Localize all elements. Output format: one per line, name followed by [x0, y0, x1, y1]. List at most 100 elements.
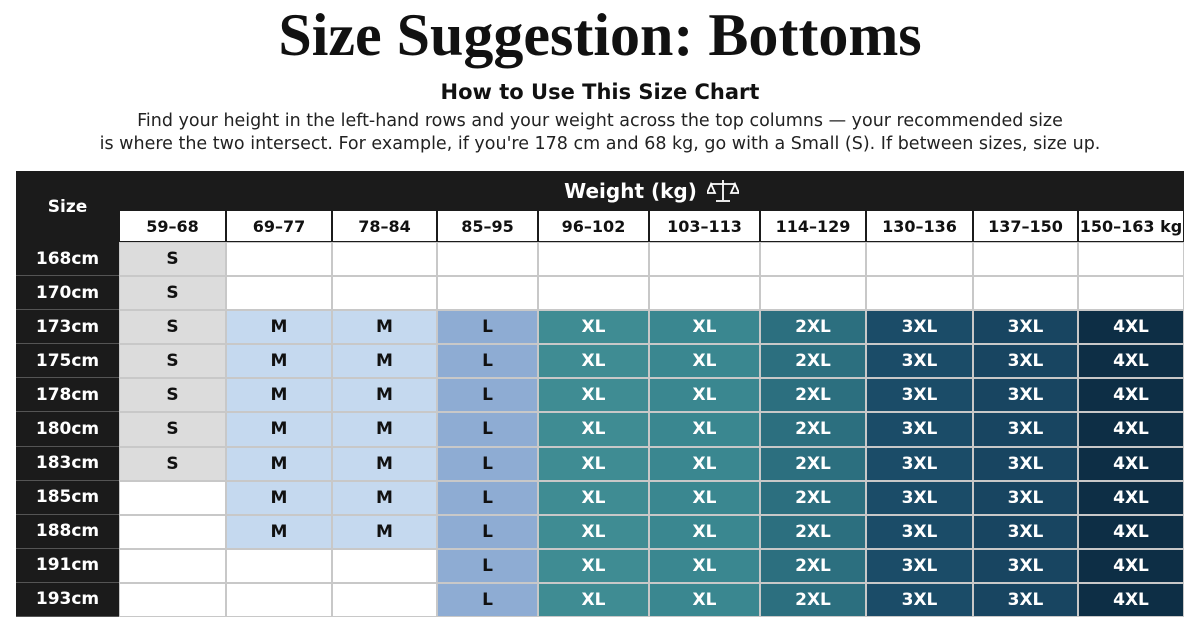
size-cell: 4XL [1078, 514, 1184, 549]
size-cell: XL [538, 582, 649, 617]
size-cell: 2XL [760, 412, 866, 447]
size-cell: S [119, 446, 226, 481]
size-cell [538, 276, 649, 311]
weight-label: Weight (kg) [564, 178, 697, 203]
size-cell: M [226, 514, 332, 549]
description-line: is where the two intersect. For example,… [99, 134, 1101, 154]
size-cell: M [332, 378, 437, 413]
column-header: 137–150 [973, 210, 1078, 242]
size-cell: 2XL [760, 344, 866, 379]
size-cell: M [226, 446, 332, 481]
size-cell: M [226, 344, 332, 379]
row-header: 191cm [16, 548, 119, 583]
size-cell [866, 276, 973, 311]
size-cell: 3XL [973, 412, 1078, 447]
title: Size Suggestion: Bottoms [278, 2, 922, 68]
size-cell: 2XL [760, 548, 866, 583]
scale-icon [706, 179, 739, 202]
description-line: Find your height in the left-hand rows a… [137, 111, 1063, 131]
size-cell: 3XL [973, 310, 1078, 345]
size-cell [119, 514, 226, 549]
size-cell: XL [538, 412, 649, 447]
row-header: 188cm [16, 514, 119, 549]
size-cell: XL [538, 344, 649, 379]
size-cell: M [332, 344, 437, 379]
size-cell: L [437, 310, 538, 345]
size-cell: 2XL [760, 480, 866, 515]
size-cell: M [226, 412, 332, 447]
size-cell: L [437, 514, 538, 549]
size-cell: L [437, 446, 538, 481]
size-cell: L [437, 378, 538, 413]
size-cell [119, 548, 226, 583]
size-cell: M [226, 480, 332, 515]
size-cell: 4XL [1078, 548, 1184, 583]
size-cell: 3XL [866, 514, 973, 549]
size-cell [226, 548, 332, 583]
size-cell: 3XL [866, 446, 973, 481]
size-cell [649, 276, 760, 311]
row-header: 168cm [16, 242, 119, 277]
size-cell: XL [649, 310, 760, 345]
row-header: 178cm [16, 378, 119, 413]
row-header: 180cm [16, 412, 119, 447]
corner-header: Size [16, 171, 119, 242]
size-cell [760, 242, 866, 277]
size-cell: M [332, 480, 437, 515]
size-cell: 3XL [973, 344, 1078, 379]
size-cell: S [119, 378, 226, 413]
size-table: Size Weight (kg) 59–68 69–77 78–84 85–95 96–… [16, 171, 1184, 617]
size-cell [332, 276, 437, 311]
row-header: 193cm [16, 582, 119, 617]
size-cell: M [332, 412, 437, 447]
size-cell: S [119, 344, 226, 379]
size-cell: XL [538, 310, 649, 345]
size-cell [332, 582, 437, 617]
size-cell: M [226, 310, 332, 345]
size-cell: 3XL [973, 446, 1078, 481]
size-cell: M [226, 378, 332, 413]
size-cell: 4XL [1078, 582, 1184, 617]
size-cell: M [332, 446, 437, 481]
column-header: 103–113 [649, 210, 760, 242]
size-cell: XL [649, 480, 760, 515]
size-cell: XL [649, 548, 760, 583]
row-header: 170cm [16, 276, 119, 311]
size-cell: L [437, 582, 538, 617]
row-header: 175cm [16, 344, 119, 379]
size-cell [119, 480, 226, 515]
size-cell: XL [649, 582, 760, 617]
size-cell [973, 276, 1078, 311]
size-cell: L [437, 480, 538, 515]
size-cell: S [119, 242, 226, 277]
size-cell: 3XL [973, 480, 1078, 515]
row-header: 173cm [16, 310, 119, 345]
row-header: 183cm [16, 446, 119, 481]
size-cell: 2XL [760, 514, 866, 549]
column-header: 59–68 [119, 210, 226, 242]
size-cell: 3XL [973, 582, 1078, 617]
size-cell: XL [649, 412, 760, 447]
size-cell: 3XL [866, 412, 973, 447]
size-cell: 4XL [1078, 480, 1184, 515]
size-cell: S [119, 310, 226, 345]
column-header: 78–84 [332, 210, 437, 242]
size-cell: 3XL [973, 378, 1078, 413]
column-header: 114–129 [760, 210, 866, 242]
column-header: 150–163 kg [1078, 210, 1184, 242]
size-cell: XL [649, 378, 760, 413]
size-cell: 3XL [973, 548, 1078, 583]
size-cell: S [119, 412, 226, 447]
size-cell: XL [538, 446, 649, 481]
row-header: 185cm [16, 480, 119, 515]
size-cell: XL [649, 446, 760, 481]
size-cell [760, 276, 866, 311]
size-cell: XL [649, 344, 760, 379]
size-cell [226, 582, 332, 617]
size-cell: 3XL [973, 514, 1078, 549]
column-header: 96–102 [538, 210, 649, 242]
size-cell: 2XL [760, 378, 866, 413]
size-cell [973, 242, 1078, 277]
size-cell: 2XL [760, 582, 866, 617]
